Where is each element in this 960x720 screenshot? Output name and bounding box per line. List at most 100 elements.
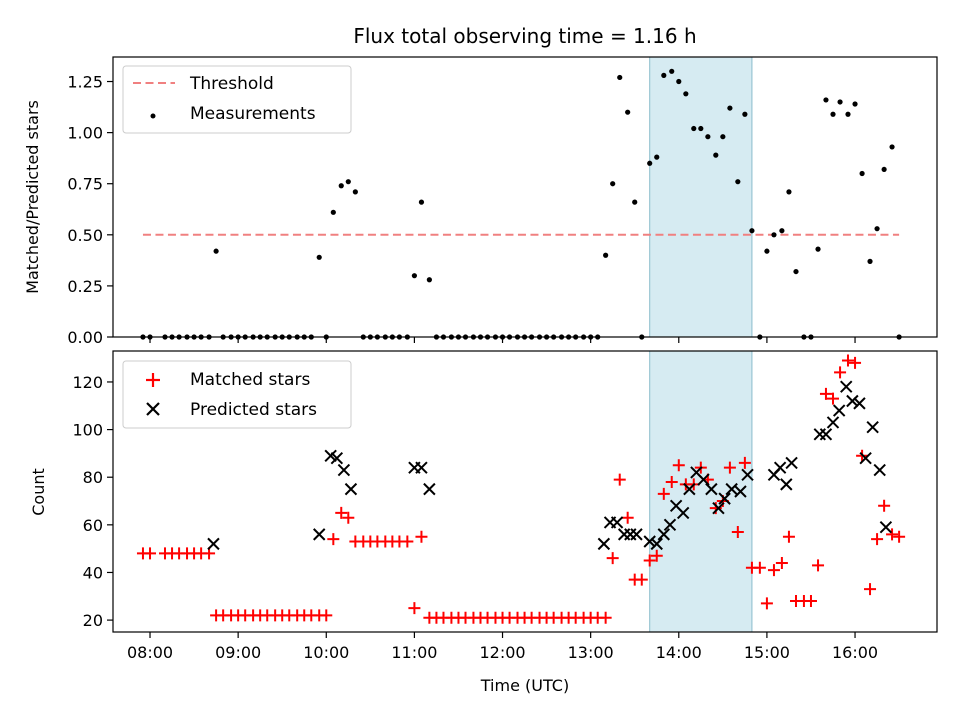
predicted-star-point: [813, 428, 826, 441]
measurement-point: [867, 258, 873, 264]
measurement-point: [654, 154, 660, 160]
legend-measurements-marker: [150, 113, 156, 119]
matched-star-point: [672, 459, 685, 472]
matched-star-point: [657, 487, 670, 500]
measurement-point: [815, 246, 821, 252]
predicted-star-point: [643, 535, 656, 548]
measurement-point: [625, 109, 631, 115]
count-y-axis: 20 40 60 80 100 120: [72, 373, 113, 630]
measurement-point: [330, 209, 336, 215]
predicted-star-point: [832, 404, 846, 417]
ratio-plot-frame: [112, 56, 938, 338]
matched-star-point: [782, 530, 795, 543]
measurement-point: [676, 78, 682, 85]
predicted-star-point: [207, 537, 220, 551]
measurement-point: [338, 183, 344, 189]
ratio-y-tick-label: 0.25: [67, 277, 103, 296]
count-x-tick-label: 14:00: [656, 643, 702, 662]
matched-star-point: [621, 511, 634, 524]
matched-star-point: [738, 456, 751, 469]
matched-star-point: [731, 525, 744, 538]
matched-star-point: [320, 609, 333, 622]
predicted-star-point: [712, 501, 725, 515]
measurement-point: [345, 179, 351, 185]
measurement-point: [793, 268, 799, 275]
count-panel: 20 40 60 80 100 120 08:00 09:00 10:00 11:00 12:00…: [29, 350, 938, 695]
ratio-y-axis: 0.00 0.25 0.50 0.75 1.00 1.25: [67, 73, 113, 347]
measurement-point: [779, 228, 785, 234]
legend-measurements-label: Measurements: [190, 104, 316, 124]
matched-star-point: [335, 506, 348, 519]
predicted-star-point: [873, 463, 886, 477]
matched-star-point: [635, 573, 648, 586]
count-x-tick-label: 08:00: [127, 643, 173, 662]
count-x-tick-label: 11:00: [391, 643, 437, 662]
predicted-star-point: [718, 492, 731, 505]
measurement-point: [749, 228, 755, 234]
matched-star-point: [864, 583, 877, 596]
count-plot-frame: [112, 350, 938, 633]
predicted-star-point: [819, 428, 833, 441]
predicted-star-point: [597, 537, 611, 551]
predicted-star-point: [657, 528, 671, 541]
ratio-legend: Threshold Measurements: [122, 65, 352, 134]
matched-star-point: [606, 552, 619, 565]
matched-star-point: [775, 556, 788, 569]
count-legend: Matched stars Predicted stars: [122, 360, 352, 429]
ratio-highlight-span: [649, 56, 753, 338]
predicted-star-point: [344, 482, 358, 496]
measurement-point: [352, 189, 358, 195]
measurement-point: [771, 232, 777, 238]
count-x-tick-label: 10:00: [303, 643, 349, 662]
chart-title: Flux total observing time = 1.16 h: [353, 24, 696, 48]
measurement-point: [823, 97, 829, 103]
matched-stars-series: [136, 354, 906, 624]
predicted-star-point: [725, 482, 738, 496]
count-x-axis-label: Time (UTC): [480, 676, 569, 695]
measurement-point: [720, 134, 726, 140]
count-legend-box: [122, 360, 352, 429]
ratio-x-axis: [149, 337, 856, 343]
measurement-point: [874, 226, 880, 232]
legend-predicted-label: Predicted stars: [190, 400, 317, 420]
matched-star-point: [878, 499, 891, 512]
predicted-star-point: [423, 482, 436, 496]
count-y-tick-label: 80: [83, 468, 103, 487]
matched-star-point: [841, 354, 854, 367]
matched-star-point: [886, 528, 899, 541]
measurement-point: [713, 152, 719, 158]
matched-star-point: [812, 559, 825, 572]
matched-star-point: [804, 595, 817, 608]
ratio-y-tick-label: 0.50: [67, 226, 103, 245]
measurement-point: [852, 101, 858, 107]
measurement-point: [735, 179, 741, 185]
measurement-point: [669, 68, 675, 74]
measurement-point: [698, 125, 704, 132]
predicted-star-point: [826, 416, 840, 429]
matched-star-point: [415, 530, 428, 543]
measurement-point: [316, 254, 322, 260]
predicted-stars-series: [207, 380, 893, 551]
matched-star-point: [827, 392, 840, 405]
measurement-point: [213, 248, 219, 254]
count-y-tick-label: 40: [83, 563, 103, 582]
predicted-star-point: [624, 528, 637, 541]
matched-star-point: [613, 473, 626, 486]
matched-star-point: [599, 611, 612, 624]
measurement-point: [617, 74, 623, 81]
predicted-star-point: [734, 485, 747, 498]
count-x-tick-label: 15:00: [744, 643, 790, 662]
matched-star-point: [650, 549, 663, 562]
predicted-star-point: [741, 468, 754, 482]
matched-star-point: [723, 461, 736, 474]
predicted-star-point: [330, 451, 344, 465]
ratio-y-tick-label: 0.75: [67, 175, 103, 194]
measurement-point: [705, 134, 711, 140]
ratio-y-tick-label: 1.25: [67, 73, 103, 92]
count-x-tick-label: 13:00: [568, 643, 614, 662]
predicted-star-point: [780, 478, 793, 491]
measurement-point: [411, 273, 417, 279]
matched-star-point: [342, 511, 355, 524]
predicted-star-point: [859, 451, 872, 465]
measurement-point: [837, 99, 843, 105]
